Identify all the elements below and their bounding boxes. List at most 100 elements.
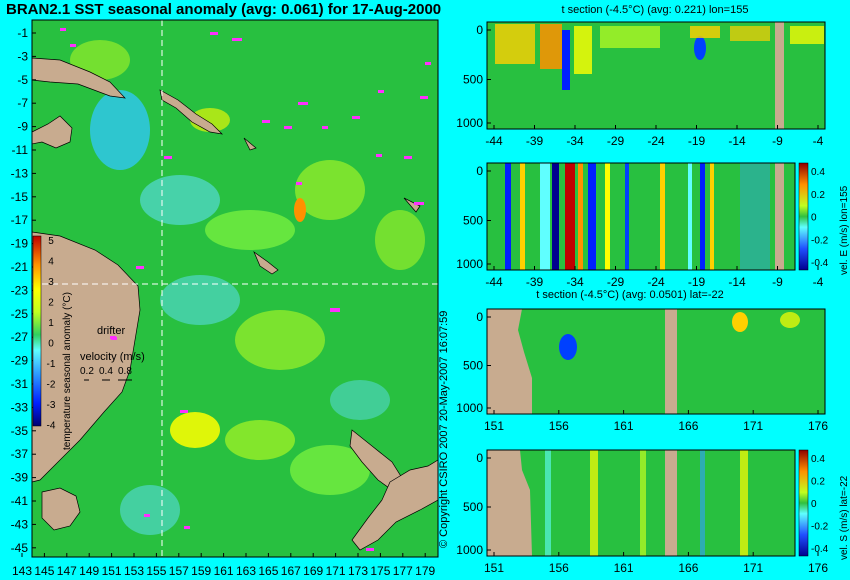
map-lon-tick-label: 175 — [370, 564, 390, 578]
map-lat-tick-label: -19 — [11, 237, 29, 251]
map-lat-tick-label: -7 — [17, 96, 28, 110]
panel-2-colorbar-tick-label: 0 — [811, 213, 817, 224]
panel-3-x-tick-label: 161 — [614, 419, 634, 433]
panel-2-y-tick-label: 1000 — [456, 257, 483, 271]
sst-colorbar-tick-label: -2 — [47, 380, 56, 391]
panel-2-colorbar-ticks: 0.4 0.2 0 -0.2 -0.4 — [811, 167, 829, 269]
map-lon-tick-label: 163 — [236, 564, 256, 578]
panel-1-y-axis: 0 500 1000 — [456, 23, 491, 130]
drifter-legend-label: drifter — [97, 325, 125, 337]
panel-4-x-tick-label: 156 — [549, 561, 569, 575]
sst-colorbar-tick-label: 2 — [48, 298, 54, 309]
panel-2-x-tick-label: -39 — [526, 275, 544, 289]
sst-colorbar-ticks: 5 4 3 2 1 0 -1 -2 -3 -4 — [47, 236, 56, 432]
map-lon-tick-label: 165 — [258, 564, 278, 578]
map-lon-tick-label: 145 — [34, 564, 54, 578]
map-lat-tick-label: -17 — [11, 213, 29, 227]
map-lon-tick-label: 155 — [146, 564, 166, 578]
velocity-scale-2: 0.4 — [99, 366, 113, 377]
map-lat-tick-label: -37 — [11, 447, 29, 461]
cape-york-land — [31, 115, 73, 149]
panel-2-features — [505, 163, 784, 270]
panel-2-colorbar — [798, 162, 809, 271]
map-lat-tick-label: -35 — [11, 424, 29, 438]
velocity-scale-3: 0.8 — [118, 366, 132, 377]
panel-3-x-tick-label: 176 — [808, 419, 828, 433]
map-lon-tick-label: 151 — [102, 564, 122, 578]
panel-2-frame — [486, 162, 796, 271]
map-lon-tick-label: 169 — [303, 564, 323, 578]
panel-2-colorbar-tick-label: -0.2 — [811, 235, 829, 246]
panel-3-title: t section (-4.5°C) (avg: 0.0501) lat=-22 — [536, 289, 724, 301]
map-lat-tick-label: -29 — [11, 354, 29, 368]
new-guinea-land — [31, 57, 126, 99]
panel-2-field — [487, 163, 795, 270]
panel-2-x-tick-label: -4 — [813, 275, 824, 289]
panel-4-x-tick-label: 166 — [678, 561, 698, 575]
panel-2-x-tick-label: -29 — [607, 275, 625, 289]
panel-3-x-tick-label: 151 — [484, 419, 504, 433]
drifter-markers — [60, 28, 431, 551]
panel-2-x-tick-label: -44 — [485, 275, 503, 289]
panel-2-x-tick-label: -19 — [688, 275, 706, 289]
panel-3-x-tick-label: 171 — [743, 419, 763, 433]
map-lat-tick-label: -41 — [11, 494, 29, 508]
map-lat-tick-label: -15 — [11, 190, 29, 204]
panel-1-x-axis: -44 -39 -34 -29 -24 -19 -14 -9 -4 — [485, 125, 824, 148]
sst-colorbar-tick-label: 5 — [48, 236, 54, 247]
panel-4-colorbar — [798, 449, 809, 557]
map-lat-tick-label: -27 — [11, 330, 29, 344]
panel-1-features — [495, 22, 824, 129]
panel-3-x-tick-label: 156 — [549, 419, 569, 433]
sst-map[interactable] — [31, 19, 439, 558]
map-lat-tick-label: -23 — [11, 283, 29, 297]
sst-colorbar-tick-label: 4 — [48, 257, 54, 268]
panel-3-x-tick-label: 166 — [678, 419, 698, 433]
panel-3-y-tick-label: 0 — [476, 310, 483, 324]
map-lon-tick-label: 153 — [124, 564, 144, 578]
velocity-legend-label: velocity (m/s) — [80, 351, 145, 363]
panel-3-y-tick-label: 1000 — [456, 401, 483, 415]
map-lat-tick-label: -9 — [17, 120, 28, 134]
panel-2-colorbar-tick-label: 0.4 — [811, 167, 825, 178]
map-frame — [31, 19, 439, 558]
map-lat-tick-label: -39 — [11, 471, 29, 485]
map-lat-tick-label: -5 — [17, 73, 28, 87]
panel-4-y-tick-label: 1000 — [456, 543, 483, 557]
map-lat-tick-label: -25 — [11, 307, 29, 321]
panel-2[interactable]: vel. E (m/s) lon=155 0.4 0.2 0 -0.2 -0.4 -44… — [456, 162, 850, 289]
panel-3[interactable]: t section (-4.5°C) (avg: 0.0501) lat=-22… — [456, 289, 828, 433]
new-caledonia-land — [253, 250, 279, 275]
map-lat-axis: -1 -3 -5 -7 -9 -11 -13 -15 -17 -19 -21 -23 -25 -27 -29… — [11, 26, 36, 555]
panel-4-features — [487, 450, 748, 556]
panel-2-x-tick-label: -9 — [772, 275, 783, 289]
panel-1[interactable]: t section (-4.5°C) (avg: 0.221) lon=155 … — [456, 4, 826, 148]
map-lat-tick-label: -33 — [11, 400, 29, 414]
map-lon-tick-label: 149 — [79, 564, 99, 578]
panel-4-colorbar-tick-label: 0.2 — [811, 477, 825, 488]
panel-1-x-tick-label: -4 — [813, 134, 824, 148]
map-lon-axis: 143 145 147 149 151 153 155 157 159 161 163 165 167 1… — [12, 553, 436, 578]
panel-2-x-tick-label: -14 — [728, 275, 746, 289]
panel-1-x-tick-label: -34 — [566, 134, 584, 148]
tasmania-land — [41, 487, 81, 531]
map-lat-tick-label: -13 — [11, 166, 29, 180]
panel-4-colorbar-tick-label: -0.2 — [811, 522, 829, 533]
sst-colorbar-tick-label: -3 — [47, 400, 56, 411]
panel-2-x-axis: -44 -39 -34 -29 -24 -19 -14 -9 -4 — [485, 266, 824, 289]
solomon-land-2 — [243, 137, 257, 151]
panel-2-x-tick-label: -34 — [566, 275, 584, 289]
panel-4-colorbar-label: vel. S (m/s) lat=-22 — [839, 475, 850, 560]
panel-4-y-tick-label: 0 — [476, 451, 483, 465]
panel-4[interactable]: vel. S (m/s) lat=-22 0.4 0.2 0 -0.2 -0.4 151… — [456, 449, 850, 575]
panel-4-x-axis: 151 156 161 166 171 176 — [484, 552, 828, 575]
map-lon-tick-label: 173 — [348, 564, 368, 578]
sst-colorbar — [32, 235, 42, 427]
map-lon-tick-label: 171 — [326, 564, 346, 578]
panel-1-x-tick-label: -14 — [728, 134, 746, 148]
map-lon-tick-label: 147 — [57, 564, 77, 578]
velocity-scale-1: 0.2 — [80, 366, 94, 377]
panel-1-title: t section (-4.5°C) (avg: 0.221) lon=155 — [562, 4, 749, 16]
map-lon-tick-label: 179 — [415, 564, 435, 578]
panel-4-x-tick-label: 171 — [743, 561, 763, 575]
